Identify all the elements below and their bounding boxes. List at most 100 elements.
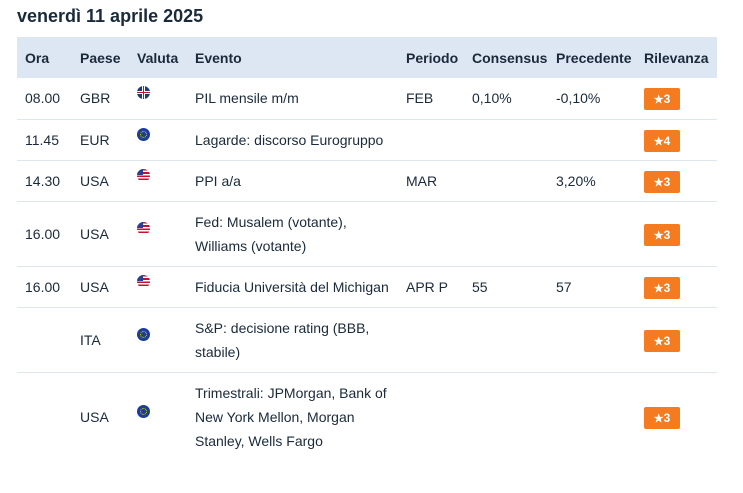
cell-country: ITA (72, 307, 129, 373)
cell-event: Fed: Musalem (votante), Williams (votante… (187, 201, 398, 267)
table-row: ITA S&P: decisione rating (BBB, stabile) ★3 (17, 307, 717, 373)
uk-flag-icon (137, 86, 150, 100)
relevance-value: 3 (663, 92, 671, 107)
header-previous: Precedente (556, 49, 632, 66)
cell-relevance: ★3 (636, 307, 717, 373)
cell-relevance: ★3 (636, 201, 717, 267)
cell-period (398, 119, 464, 161)
relevance-badge: ★3 (644, 406, 680, 429)
cell-event: Trimestrali: JPMorgan, Bank of New York M… (187, 372, 398, 461)
header-currency: Valuta (137, 49, 179, 66)
cell-currency (129, 78, 187, 120)
table-row: USA Trimestrali: JPMorgan, Bank of New Yor… (17, 372, 717, 461)
relevance-badge: ★3 (644, 276, 680, 299)
cell-time: 08.00 (17, 78, 72, 120)
cell-consensus: 55 (464, 266, 548, 308)
cell-relevance: ★4 (636, 119, 717, 161)
us-flag-icon (137, 274, 150, 288)
star-icon: ★ (653, 412, 664, 425)
star-icon: ★ (653, 135, 664, 148)
cell-relevance: ★3 (636, 78, 717, 120)
table-row: 16.00 USA Fiducia Università del Michigan A… (17, 266, 717, 308)
cell-time: 11.45 (17, 119, 72, 161)
cell-country: USA (72, 201, 129, 267)
event-line: S&P: decisione rating (BBB, (195, 319, 370, 336)
cell-event: PIL mensile m/m (187, 78, 398, 120)
cell-currency (129, 201, 187, 267)
cell-previous (548, 307, 636, 373)
cell-period (398, 307, 464, 373)
cell-relevance: ★3 (636, 160, 717, 202)
cell-previous: 57 (548, 266, 636, 308)
header-time: Ora (25, 49, 50, 66)
relevance-value: 3 (663, 174, 671, 189)
cell-previous (548, 372, 636, 461)
event-line: New York Mellon, Morgan (195, 408, 355, 425)
cell-currency (129, 160, 187, 202)
cell-period: MAR (398, 160, 464, 202)
cell-consensus (464, 201, 548, 267)
cell-time: 16.00 (17, 201, 72, 267)
cell-consensus (464, 119, 548, 161)
cell-currency (129, 266, 187, 308)
cell-previous (548, 119, 636, 161)
star-icon: ★ (653, 176, 664, 189)
cell-relevance: ★3 (636, 266, 717, 308)
relevance-value: 3 (663, 227, 671, 242)
relevance-value: 3 (663, 333, 671, 348)
cell-previous: -0,10% (548, 78, 636, 120)
relevance-value: 3 (663, 280, 671, 295)
event-line: Stanley, Wells Fargo (195, 432, 323, 449)
cell-period: FEB (398, 78, 464, 120)
cell-previous: 3,20% (548, 160, 636, 202)
cell-period (398, 201, 464, 267)
star-icon: ★ (653, 282, 664, 295)
us-flag-icon (137, 221, 150, 235)
cell-time: 14.30 (17, 160, 72, 202)
table-body: 08.00 GBR PIL mensile m/m FEB 0,10% -0,10% ★3 1… (17, 78, 717, 461)
header-consensus: Consensus (472, 49, 548, 66)
header-event: Evento (195, 49, 242, 66)
cell-country: GBR (72, 78, 129, 120)
cell-country: USA (72, 160, 129, 202)
cell-event: PPI a/a (187, 160, 398, 202)
relevance-value: 3 (663, 410, 671, 425)
relevance-value: 4 (663, 133, 671, 148)
relevance-badge: ★3 (644, 88, 680, 111)
calendar-table: Ora Paese Valuta Evento Periodo Consensu… (17, 37, 717, 461)
cell-consensus (464, 160, 548, 202)
us-flag-icon (137, 168, 150, 182)
cell-event: Fiducia Università del Michigan (187, 266, 398, 308)
cell-currency (129, 119, 187, 161)
header-country: Paese (80, 49, 121, 66)
cell-currency (129, 307, 187, 373)
cell-consensus (464, 372, 548, 461)
event-line: Williams (votante) (195, 237, 307, 254)
cell-time (17, 372, 72, 461)
relevance-badge: ★3 (644, 223, 680, 246)
cell-currency (129, 372, 187, 461)
table-row: 16.00 USA Fed: Musalem (votante), Williams … (17, 201, 717, 267)
relevance-badge: ★4 (644, 129, 680, 152)
date-title: venerdì 11 aprile 2025 (17, 6, 204, 26)
cell-relevance: ★3 (636, 372, 717, 461)
relevance-badge: ★3 (644, 170, 680, 193)
cell-country: EUR (72, 119, 129, 161)
cell-event: S&P: decisione rating (BBB, stabile) (187, 307, 398, 373)
header-period: Periodo (406, 49, 459, 66)
cell-period (398, 372, 464, 461)
header-relevance: Rilevanza (644, 49, 709, 66)
cell-country: USA (80, 408, 109, 425)
cell-period: APR P (398, 266, 464, 308)
eu-flag-icon (137, 327, 150, 341)
event-line: Trimestrali: JPMorgan, Bank of (195, 384, 387, 401)
relevance-badge: ★3 (644, 329, 680, 352)
cell-time (17, 307, 72, 373)
star-icon: ★ (653, 94, 664, 107)
cell-country: USA (72, 266, 129, 308)
cell-consensus: 0,10% (464, 78, 548, 120)
table-row: 08.00 GBR PIL mensile m/m FEB 0,10% -0,10% ★3 (17, 78, 717, 120)
table-header-row: Ora Paese Valuta Evento Periodo Consensu… (17, 37, 717, 78)
cell-event: Lagarde: discorso Eurogruppo (187, 119, 398, 161)
